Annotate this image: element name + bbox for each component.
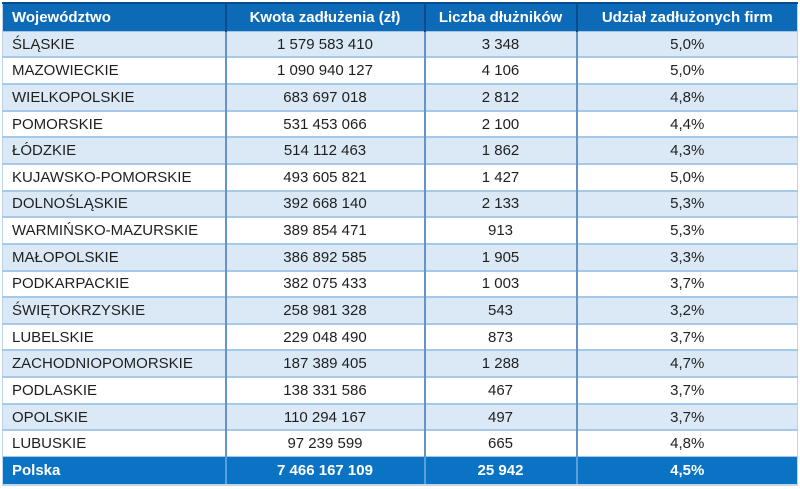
cell-debtors: 2 812 xyxy=(423,83,577,111)
table-row: LUBUSKIE 97 239 599 665 4,8% xyxy=(2,429,798,457)
cell-amount: 386 892 585 xyxy=(224,242,425,271)
table-row: DOLNOŚLĄSKIE 392 668 140 2 133 5,3% xyxy=(2,189,798,218)
table-row: MAZOWIECKIE 1 090 940 127 4 106 5,0% xyxy=(2,56,798,85)
cell-debtors: 1 905 xyxy=(423,242,577,271)
cell-debtors: 665 xyxy=(423,429,577,457)
cell-share: 4,8% xyxy=(575,83,798,111)
table-row: MAŁOPOLSKIE 386 892 585 1 905 3,3% xyxy=(2,242,798,271)
cell-debtors: 1 288 xyxy=(423,349,577,378)
cell-share: 5,3% xyxy=(575,216,798,244)
table-row: LUBELSKIE 229 048 490 873 3,7% xyxy=(2,322,798,351)
cell-voivodeship: LUBELSKIE xyxy=(2,322,226,351)
table-row: KUJAWSKO-POMORSKIE 493 605 821 1 427 5,0% xyxy=(2,163,798,191)
cell-amount: 382 075 433 xyxy=(224,269,425,298)
table-row: PODLASKIE 138 331 586 467 3,7% xyxy=(2,376,798,404)
cell-amount: 514 112 463 xyxy=(224,136,425,164)
header-row: Województwo Kwota zadłużenia (zł) Liczba… xyxy=(2,2,798,32)
cell-debtors: 543 xyxy=(423,296,577,324)
column-header-debtors: Liczba dłużników xyxy=(423,2,577,32)
cell-amount: 1 579 583 410 xyxy=(224,31,425,58)
cell-voivodeship: PODKARPACKIE xyxy=(2,269,226,298)
cell-debtors: 2 133 xyxy=(423,189,577,218)
table-header: Województwo Kwota zadłużenia (zł) Liczba… xyxy=(2,2,798,32)
total-row: Polska 7 466 167 109 25 942 4,5% xyxy=(2,456,798,486)
cell-amount: 531 453 066 xyxy=(224,109,425,138)
cell-voivodeship: MAZOWIECKIE xyxy=(2,56,226,85)
cell-share: 5,3% xyxy=(575,189,798,218)
cell-share: 5,0% xyxy=(575,31,798,58)
table-body: ŚLĄSKIE 1 579 583 410 3 348 5,0% MAZOWIECKIE… xyxy=(2,31,798,457)
cell-share: 3,2% xyxy=(575,296,798,324)
cell-debtors: 2 100 xyxy=(423,109,577,138)
column-header-voivodeship: Województwo xyxy=(2,2,226,32)
cell-voivodeship: LUBUSKIE xyxy=(2,429,226,457)
table-row: WIELKOPOLSKIE 683 697 018 2 812 4,8% xyxy=(2,83,798,111)
cell-voivodeship: KUJAWSKO-POMORSKIE xyxy=(2,163,226,191)
cell-share: 3,7% xyxy=(575,322,798,351)
cell-debtors: 497 xyxy=(423,402,577,431)
cell-voivodeship: WARMIŃSKO-MAZURSKIE xyxy=(2,216,226,244)
cell-voivodeship: ŚWIĘTOKRZYSKIE xyxy=(2,296,226,324)
table-row: WARMIŃSKO-MAZURSKIE 389 854 471 913 5,3% xyxy=(2,216,798,244)
table-row: OPOLSKIE 110 294 167 497 3,7% xyxy=(2,402,798,431)
cell-debtors: 467 xyxy=(423,376,577,404)
table-footer: Polska 7 466 167 109 25 942 4,5% xyxy=(2,456,798,486)
cell-amount: 187 389 405 xyxy=(224,349,425,378)
cell-voivodeship: POMORSKIE xyxy=(2,109,226,138)
cell-debtors: 873 xyxy=(423,322,577,351)
column-header-share: Udział zadłużonych firm xyxy=(575,2,798,32)
cell-voivodeship: DOLNOŚLĄSKIE xyxy=(2,189,226,218)
column-header-amount: Kwota zadłużenia (zł) xyxy=(224,2,425,32)
cell-share: 3,3% xyxy=(575,242,798,271)
cell-voivodeship: OPOLSKIE xyxy=(2,402,226,431)
cell-amount: 110 294 167 xyxy=(224,402,425,431)
cell-share: 4,3% xyxy=(575,136,798,164)
cell-voivodeship: PODLASKIE xyxy=(2,376,226,404)
table-row: ŚLĄSKIE 1 579 583 410 3 348 5,0% xyxy=(2,31,798,58)
cell-share: 3,7% xyxy=(575,376,798,404)
table-row: PODKARPACKIE 382 075 433 1 003 3,7% xyxy=(2,269,798,298)
cell-voivodeship: ZACHODNIOPOMORSKIE xyxy=(2,349,226,378)
cell-share: 3,7% xyxy=(575,269,798,298)
total-cell-share: 4,5% xyxy=(575,456,798,486)
cell-amount: 97 239 599 xyxy=(224,429,425,457)
total-cell-debtors: 25 942 xyxy=(423,456,577,486)
cell-debtors: 913 xyxy=(423,216,577,244)
cell-debtors: 1 862 xyxy=(423,136,577,164)
cell-amount: 683 697 018 xyxy=(224,83,425,111)
cell-amount: 389 854 471 xyxy=(224,216,425,244)
cell-voivodeship: WIELKOPOLSKIE xyxy=(2,83,226,111)
cell-debtors: 1 003 xyxy=(423,269,577,298)
cell-voivodeship: MAŁOPOLSKIE xyxy=(2,242,226,271)
cell-amount: 138 331 586 xyxy=(224,376,425,404)
cell-amount: 258 981 328 xyxy=(224,296,425,324)
cell-debtors: 1 427 xyxy=(423,163,577,191)
cell-debtors: 3 348 xyxy=(423,31,577,58)
total-cell-voivodeship: Polska xyxy=(2,456,226,486)
cell-share: 4,8% xyxy=(575,429,798,457)
table-row: POMORSKIE 531 453 066 2 100 4,4% xyxy=(2,109,798,138)
cell-voivodeship: ŁÓDZKIE xyxy=(2,136,226,164)
cell-share: 4,4% xyxy=(575,109,798,138)
cell-share: 3,7% xyxy=(575,402,798,431)
cell-amount: 392 668 140 xyxy=(224,189,425,218)
cell-share: 5,0% xyxy=(575,163,798,191)
table-row: ŚWIĘTOKRZYSKIE 258 981 328 543 3,2% xyxy=(2,296,798,324)
cell-amount: 1 090 940 127 xyxy=(224,56,425,85)
cell-share: 4,7% xyxy=(575,349,798,378)
table-row: ZACHODNIOPOMORSKIE 187 389 405 1 288 4,7% xyxy=(2,349,798,378)
cell-amount: 493 605 821 xyxy=(224,163,425,191)
cell-amount: 229 048 490 xyxy=(224,322,425,351)
cell-voivodeship: ŚLĄSKIE xyxy=(2,31,226,58)
cell-debtors: 4 106 xyxy=(423,56,577,85)
total-cell-amount: 7 466 167 109 xyxy=(224,456,425,486)
cell-share: 5,0% xyxy=(575,56,798,85)
table-row: ŁÓDZKIE 514 112 463 1 862 4,3% xyxy=(2,136,798,164)
